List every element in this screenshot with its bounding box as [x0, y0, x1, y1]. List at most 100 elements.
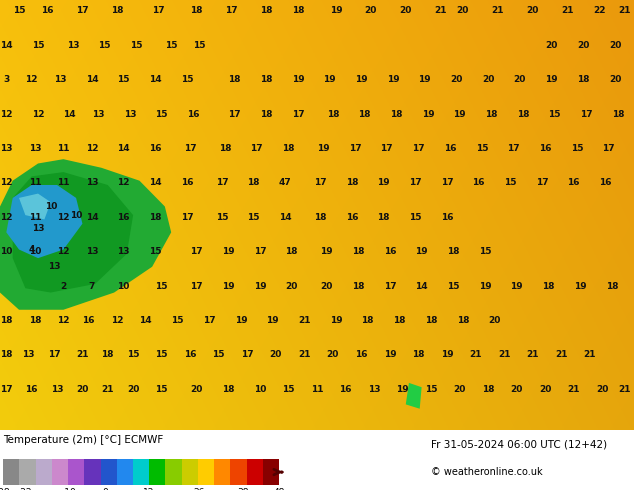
- Bar: [181, 459, 198, 485]
- Text: 20: 20: [545, 41, 558, 49]
- Polygon shape: [13, 172, 133, 293]
- Text: 12: 12: [32, 109, 44, 119]
- Text: 16: 16: [117, 213, 130, 222]
- Polygon shape: [0, 159, 171, 310]
- Text: 15: 15: [98, 41, 111, 49]
- Text: 17: 17: [190, 247, 203, 256]
- Text: 21: 21: [298, 316, 311, 325]
- Text: 17: 17: [580, 109, 593, 119]
- Bar: [36, 459, 52, 485]
- Text: 12: 12: [57, 247, 70, 256]
- Text: 15: 15: [216, 213, 228, 222]
- Text: 19: 19: [510, 282, 523, 291]
- Bar: [68, 459, 84, 485]
- Text: 15: 15: [447, 282, 460, 291]
- Text: 19: 19: [479, 282, 491, 291]
- Text: 18: 18: [485, 109, 498, 119]
- Text: 19: 19: [235, 316, 247, 325]
- Text: 18: 18: [425, 316, 437, 325]
- Text: 21: 21: [583, 350, 596, 360]
- Text: 18: 18: [149, 213, 162, 222]
- Bar: [149, 459, 165, 485]
- Text: 15: 15: [13, 6, 25, 15]
- Text: 17: 17: [48, 350, 60, 360]
- Text: 16: 16: [181, 178, 193, 187]
- Text: 21: 21: [491, 6, 504, 15]
- Text: 19: 19: [377, 178, 390, 187]
- Text: 19: 19: [415, 247, 428, 256]
- Text: 18: 18: [327, 109, 339, 119]
- Text: 14: 14: [279, 213, 292, 222]
- Text: 15: 15: [571, 144, 583, 153]
- Text: 16: 16: [567, 178, 580, 187]
- Text: 12: 12: [25, 75, 38, 84]
- Text: 10: 10: [44, 202, 57, 211]
- Text: 20: 20: [577, 41, 590, 49]
- Text: 16: 16: [599, 178, 612, 187]
- Text: 17: 17: [190, 282, 203, 291]
- Text: 19: 19: [422, 109, 434, 119]
- Text: 18: 18: [314, 213, 327, 222]
- Text: 11: 11: [57, 178, 70, 187]
- Text: 20: 20: [539, 385, 552, 394]
- Text: 15: 15: [282, 385, 295, 394]
- Bar: [117, 459, 133, 485]
- Text: 16: 16: [472, 178, 485, 187]
- Text: 17: 17: [254, 247, 266, 256]
- Text: 18: 18: [377, 213, 390, 222]
- Text: 12: 12: [57, 213, 70, 222]
- Bar: [230, 459, 247, 485]
- Text: 18: 18: [577, 75, 590, 84]
- Text: 13: 13: [29, 144, 41, 153]
- Text: 20: 20: [269, 350, 282, 360]
- Text: 11: 11: [29, 178, 41, 187]
- Text: 19: 19: [222, 282, 235, 291]
- Text: 17: 17: [225, 6, 238, 15]
- Text: 20: 20: [609, 75, 621, 84]
- Text: 15: 15: [548, 109, 561, 119]
- Text: 14: 14: [139, 316, 152, 325]
- Text: 16: 16: [346, 213, 358, 222]
- Text: 18: 18: [260, 75, 273, 84]
- Text: 18: 18: [447, 247, 460, 256]
- Text: 17: 17: [228, 109, 241, 119]
- Text: 18: 18: [482, 385, 495, 394]
- Text: 16: 16: [384, 247, 396, 256]
- Text: 13: 13: [54, 75, 67, 84]
- Text: 15: 15: [117, 75, 130, 84]
- Text: 20: 20: [399, 6, 412, 15]
- Text: 20: 20: [596, 385, 609, 394]
- Text: Temperature (2m) [°C] ECMWF: Temperature (2m) [°C] ECMWF: [3, 435, 164, 445]
- Text: 16: 16: [41, 6, 54, 15]
- Text: 26: 26: [193, 488, 205, 490]
- Text: 21: 21: [298, 350, 311, 360]
- Text: 15: 15: [155, 109, 168, 119]
- Text: 17: 17: [314, 178, 327, 187]
- Text: © weatheronline.co.uk: © weatheronline.co.uk: [431, 467, 543, 477]
- Text: 21: 21: [434, 6, 447, 15]
- Bar: [84, 459, 101, 485]
- Text: 18: 18: [29, 316, 41, 325]
- Text: 20: 20: [285, 282, 298, 291]
- Text: 17: 17: [602, 144, 615, 153]
- Text: 14: 14: [415, 282, 428, 291]
- Text: 17: 17: [349, 144, 361, 153]
- Text: 15: 15: [32, 41, 44, 49]
- Text: 18: 18: [222, 385, 235, 394]
- Text: 47: 47: [279, 178, 292, 187]
- Text: 20: 20: [609, 41, 621, 49]
- Text: 17: 17: [184, 144, 197, 153]
- Text: 18: 18: [346, 178, 358, 187]
- Text: 14: 14: [86, 75, 98, 84]
- Text: 13: 13: [368, 385, 380, 394]
- Text: 18: 18: [612, 109, 624, 119]
- Text: 16: 16: [82, 316, 95, 325]
- Bar: [101, 459, 117, 485]
- Text: 21: 21: [76, 350, 89, 360]
- Bar: [3, 459, 20, 485]
- Text: 19: 19: [418, 75, 431, 84]
- Text: 15: 15: [155, 385, 168, 394]
- Text: 13: 13: [22, 350, 35, 360]
- Text: 15: 15: [155, 350, 168, 360]
- Text: 15: 15: [149, 247, 162, 256]
